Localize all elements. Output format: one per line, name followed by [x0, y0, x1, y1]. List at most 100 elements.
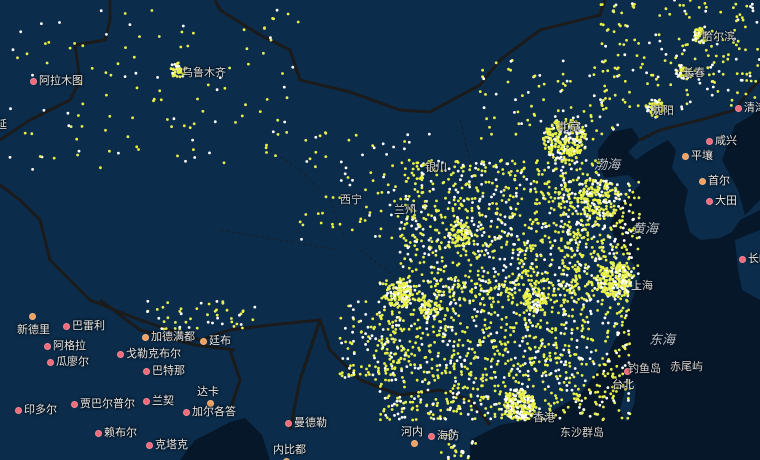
- sea-label-bohai: 渤海: [594, 158, 621, 173]
- data-point: [374, 349, 378, 353]
- data-point: [539, 415, 543, 419]
- city-label: 新德里: [17, 313, 62, 336]
- data-point: [565, 79, 569, 83]
- data-point: [199, 301, 203, 305]
- data-point: [456, 279, 460, 282]
- data-point: [470, 279, 473, 283]
- data-point: [572, 152, 575, 156]
- data-point: [427, 308, 431, 311]
- data-point: [611, 261, 615, 264]
- data-point: [283, 120, 287, 124]
- data-point: [410, 171, 414, 175]
- data-point: [613, 401, 617, 405]
- data-point: [482, 336, 486, 340]
- data-point: [576, 326, 579, 330]
- data-point: [440, 241, 443, 245]
- data-point: [654, 33, 658, 37]
- data-point: [80, 125, 84, 128]
- data-point: [487, 235, 491, 239]
- data-point: [432, 168, 435, 172]
- data-point: [489, 359, 493, 363]
- data-point: [522, 269, 526, 273]
- data-point: [489, 376, 493, 380]
- data-point: [368, 211, 372, 215]
- data-point: [510, 293, 514, 297]
- data-point: [571, 119, 575, 123]
- data-point: [429, 311, 432, 314]
- data-point: [511, 251, 515, 255]
- data-point: [520, 387, 524, 391]
- data-point: [613, 93, 617, 97]
- data-point: [230, 320, 234, 324]
- data-point: [476, 394, 480, 398]
- data-point: [486, 395, 490, 398]
- data-point: [415, 404, 419, 408]
- city-label: 首尔: [699, 175, 730, 187]
- data-point: [600, 239, 604, 243]
- data-point: [380, 191, 384, 194]
- data-point: [352, 308, 355, 311]
- data-point: [408, 258, 412, 261]
- data-point: [516, 110, 520, 114]
- data-point: [401, 376, 404, 379]
- data-point: [523, 405, 527, 408]
- city-label-lanzhou: 兰州: [394, 203, 416, 216]
- data-point: [494, 279, 498, 283]
- data-point: [420, 233, 424, 236]
- data-point: [431, 187, 435, 191]
- data-point: [451, 287, 454, 291]
- city-label: 克塔克: [146, 439, 188, 451]
- data-point: [606, 292, 610, 296]
- data-point: [207, 302, 211, 306]
- data-point: [99, 166, 102, 170]
- data-point: [509, 68, 512, 72]
- data-point: [577, 297, 580, 301]
- data-point: [439, 278, 443, 281]
- data-point: [173, 327, 177, 330]
- data-point: [481, 191, 485, 195]
- data-point: [562, 298, 565, 302]
- data-point: [374, 235, 377, 238]
- data-point: [499, 190, 503, 194]
- data-point: [494, 285, 498, 289]
- data-point: [550, 139, 553, 142]
- data-point: [623, 53, 627, 57]
- data-point: [540, 418, 544, 421]
- data-point: [459, 322, 462, 325]
- data-point: [526, 407, 530, 411]
- data-point: [437, 159, 440, 163]
- data-point: [592, 235, 596, 239]
- city-dot-icon: [30, 77, 37, 85]
- data-point: [630, 2, 634, 5]
- data-point: [448, 371, 452, 374]
- data-point: [694, 37, 698, 40]
- data-point: [500, 221, 504, 225]
- data-point: [338, 336, 342, 340]
- data-point: [604, 339, 607, 343]
- data-point: [527, 289, 530, 292]
- data-point: [11, 48, 15, 52]
- data-point: [404, 203, 407, 207]
- data-point: [446, 207, 450, 211]
- data-point: [513, 356, 517, 360]
- data-point: [627, 228, 631, 232]
- data-point: [511, 159, 514, 163]
- data-point: [439, 268, 443, 272]
- data-point: [265, 143, 268, 147]
- data-point: [383, 308, 386, 312]
- data-point: [188, 126, 192, 129]
- data-point: [612, 208, 616, 212]
- data-point: [703, 25, 707, 29]
- data-point: [452, 431, 456, 435]
- data-point: [426, 303, 430, 306]
- data-point: [403, 147, 406, 151]
- data-point: [425, 360, 429, 364]
- data-point: [717, 70, 721, 73]
- data-point: [554, 341, 558, 345]
- data-point: [589, 337, 593, 341]
- data-point: [372, 354, 376, 357]
- data-point: [553, 121, 557, 124]
- data-point: [561, 72, 565, 76]
- data-point: [448, 339, 451, 343]
